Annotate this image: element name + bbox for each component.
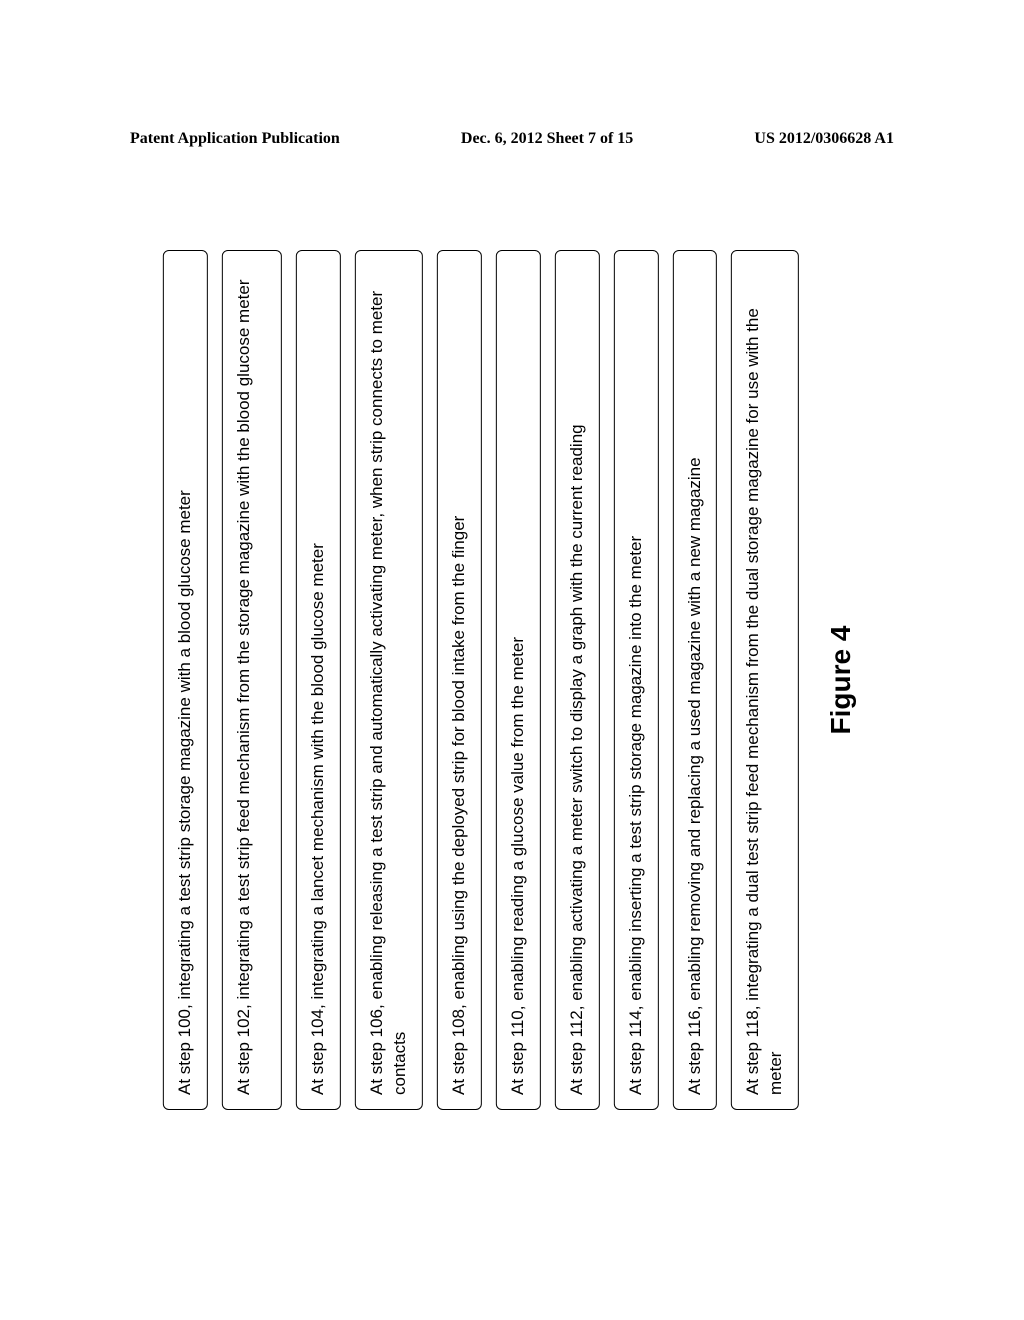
step-text: At step 116, enabling removing and repla… <box>683 457 706 1095</box>
step-text: At step 114, enabling inserting a test s… <box>624 536 647 1095</box>
step-112: At step 112, enabling activating a meter… <box>554 250 599 1110</box>
step-text: At step 110, enabling reading a glucose … <box>507 637 530 1095</box>
step-text: At step 102, integrating a test strip fe… <box>234 280 253 1096</box>
header-center: Dec. 6, 2012 Sheet 7 of 15 <box>461 130 633 148</box>
figure-label: Figure 4 <box>825 250 857 1110</box>
step-118: At step 118, integrating a dual test str… <box>731 250 799 1110</box>
step-104: At step 104, integrating a lancet mechan… <box>296 250 341 1110</box>
step-text: At step 108, enabling using the deployed… <box>448 516 471 1095</box>
step-100: At step 100, integrating a test strip st… <box>163 250 208 1110</box>
step-110: At step 110, enabling reading a glucose … <box>496 250 541 1110</box>
header-right: US 2012/0306628 A1 <box>754 130 894 148</box>
step-text: At step 112, enabling activating a meter… <box>565 424 588 1095</box>
page-header: Patent Application Publication Dec. 6, 2… <box>130 130 894 148</box>
step-text: At step 106, enabling releasing a test s… <box>367 291 409 1095</box>
step-116: At step 116, enabling removing and repla… <box>672 250 717 1110</box>
header-left: Patent Application Publication <box>130 130 340 148</box>
step-114: At step 114, enabling inserting a test s… <box>613 250 658 1110</box>
flowchart: At step 100, integrating a test strip st… <box>163 250 857 1110</box>
step-108: At step 108, enabling using the deployed… <box>437 250 482 1110</box>
step-text: At step 100, integrating a test strip st… <box>174 490 197 1095</box>
step-102: At step 102, integrating a test strip fe… <box>222 250 282 1110</box>
step-text: At step 104, integrating a lancet mechan… <box>307 543 330 1095</box>
step-106: At step 106, enabling releasing a test s… <box>355 250 423 1110</box>
step-text: At step 118, integrating a dual test str… <box>743 308 785 1095</box>
